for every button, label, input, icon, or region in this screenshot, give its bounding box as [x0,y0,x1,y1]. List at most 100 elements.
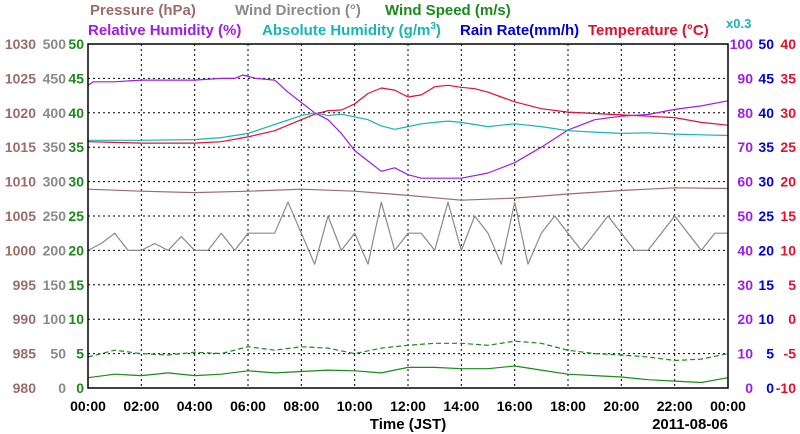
pressure-tick: 1030 [5,36,36,52]
series-line-0 [87,84,729,144]
rain-rate-tick: 0 [766,380,774,396]
series-line-1 [87,74,729,179]
series-line-3 [87,187,729,201]
temperature-tick: 5 [788,277,796,293]
rain-rate-tick: 20 [758,242,774,258]
temperature-tick: 20 [780,174,796,190]
pressure-tick: 980 [13,380,37,396]
legend-relative-humidity: Relative Humidity (%) [88,22,241,39]
series-layer [87,74,729,384]
x-tick: 22:00 [657,398,693,414]
legend-wind-direction: Wind Direction (°) [235,2,361,19]
relative-humidity-tick: 0 [745,380,753,396]
x-tick: 08:00 [283,398,319,414]
legend-rain-rate: Rain Rate(mm/h) [460,22,579,39]
wind-direction-tick: 350 [43,139,67,155]
plot-frame [87,43,729,389]
wind-speed-tick: 50 [68,36,84,52]
relative-humidity-tick: 10 [737,346,753,362]
wind-speed-tick: 15 [68,277,84,293]
pressure-tick: 1005 [5,208,36,224]
wind-speed-tick: 10 [68,311,84,327]
x-tick: 04:00 [177,398,213,414]
wind-speed-tick: 35 [68,139,84,155]
legend-wind-speed: Wind Speed (m/s) [385,2,511,19]
series-line-5 [87,340,729,362]
x-tick: 16:00 [497,398,533,414]
relative-humidity-tick: 100 [730,36,754,52]
pressure-tick: 1010 [5,174,36,190]
wind-speed-tick: 5 [76,346,84,362]
x-tick: 00:00 [70,398,106,414]
temperature-tick: 10 [780,242,796,258]
relative-humidity-tick: 20 [737,311,753,327]
rain-rate-tick: 30 [758,174,774,190]
x-tick: 06:00 [230,398,266,414]
rain-rate-tick: 40 [758,105,774,121]
pressure-tick: 990 [13,311,37,327]
relative-humidity-tick: 30 [737,277,753,293]
wind-direction-tick: 300 [43,174,67,190]
pressure-tick: 1025 [5,70,36,86]
series-line-4 [87,201,728,265]
x-axis-label: Time (JST) [370,416,446,433]
x-tick: 18:00 [550,398,586,414]
legend-temperature: Temperature (°C) [588,22,709,39]
wind-speed-tick: 45 [68,70,84,86]
pressure-tick: 995 [13,277,37,293]
wind-speed-tick: 0 [76,380,84,396]
legend-absolute-humidity: Absolute Humidity (g/m3) [262,21,441,39]
x-tick: 20:00 [603,398,639,414]
wind-direction-tick: 400 [43,105,67,121]
temperature-tick: 25 [780,139,796,155]
wind-direction-tick: 0 [58,380,66,396]
x-tick: 00:00 [710,398,746,414]
relative-humidity-tick: 40 [737,242,753,258]
pressure-tick: 1015 [5,139,36,155]
rain-rate-tick: 15 [758,277,774,293]
wind-direction-tick: 200 [43,242,67,258]
rain-rate-tick: 50 [758,36,774,52]
temperature-tick: 35 [780,70,796,86]
rain-rate-tick: 25 [758,208,774,224]
rain-rate-tick: 5 [766,346,774,362]
relative-humidity-tick: 80 [737,105,753,121]
wind-direction-tick: 50 [50,346,66,362]
wind-direction-tick: 100 [43,311,67,327]
relative-humidity-tick: 60 [737,174,753,190]
rain-rate-tick: 45 [758,70,774,86]
wind-direction-tick: 450 [43,70,67,86]
wind-speed-tick: 30 [68,174,84,190]
relative-humidity-tick: 90 [737,70,753,86]
temperature-tick: 0 [788,311,796,327]
series-line-2 [88,112,729,141]
wind-speed-tick: 20 [68,242,84,258]
legend-pressure: Pressure (hPa) [90,2,196,19]
x-tick: 14:00 [443,398,479,414]
wind-speed-tick: 25 [68,208,84,224]
scale-note: x0.3 [726,16,751,31]
wind-direction-tick: 150 [43,277,67,293]
temperature-tick: 40 [780,36,796,52]
pressure-tick: 985 [13,346,37,362]
rain-rate-tick: 10 [758,311,774,327]
temperature-tick: -5 [784,346,797,362]
temperature-tick: 15 [780,208,796,224]
relative-humidity-tick: 50 [737,208,753,224]
x-tick: 10:00 [337,398,373,414]
temperature-tick: 30 [780,105,796,121]
pressure-tick: 1020 [5,105,36,121]
wind-speed-tick: 40 [68,105,84,121]
wind-direction-tick: 250 [43,208,67,224]
pressure-tick: 1000 [5,242,36,258]
temperature-tick: -10 [776,380,796,396]
grid [88,44,728,388]
x-tick: 12:00 [390,398,426,414]
relative-humidity-tick: 70 [737,139,753,155]
wind-direction-tick: 500 [43,36,67,52]
x-tick: 02:00 [123,398,159,414]
axis-ticks: 1030102510201015101010051000995990985980… [5,36,796,414]
date-label: 2011-08-06 [652,416,728,433]
series-line-6 [87,365,729,384]
